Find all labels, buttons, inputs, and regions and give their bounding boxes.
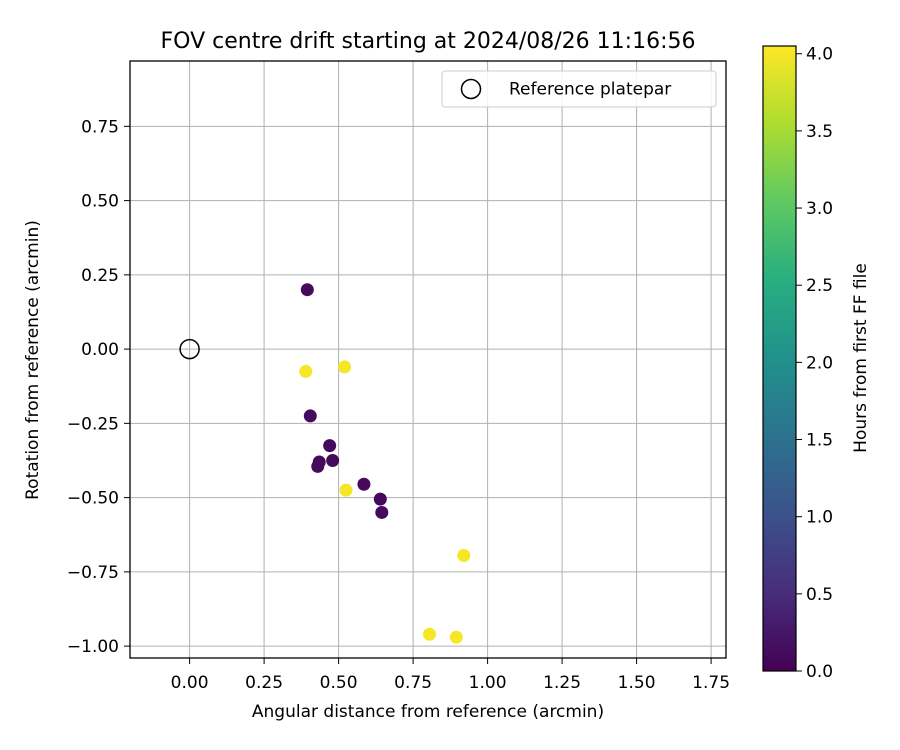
x-axis-label: Angular distance from reference (arcmin) — [252, 702, 604, 722]
legend-box — [441, 70, 717, 108]
x-axis-ticks: 0.00 0.25 0.50 0.75 1.00 1.25 1.50 1.75 — [171, 658, 730, 693]
legend: Reference platepar — [441, 70, 717, 108]
colorbar-gradient — [762, 45, 797, 672]
y-tick-label: −1.00 — [67, 637, 119, 657]
x-tick-label: 1.75 — [692, 673, 730, 693]
legend-label-reference: Reference platepar — [509, 80, 671, 100]
colorbar-tick-label: 2.5 — [806, 276, 833, 296]
data-point — [357, 477, 371, 491]
x-tick-label: 1.50 — [618, 673, 656, 693]
colorbar-tick-label: 2.0 — [806, 353, 833, 373]
colorbar-tick-label: 1.5 — [806, 431, 833, 451]
plot-frame — [129, 60, 727, 659]
data-point — [375, 505, 389, 519]
reference-point-group — [179, 338, 200, 360]
colorbar-ticks: 0.0 0.5 1.0 1.5 2.0 2.5 3.0 3.5 4.0 — [796, 45, 833, 682]
y-tick-label: 0.25 — [81, 266, 119, 286]
y-tick-label: −0.25 — [67, 414, 119, 434]
data-point — [339, 483, 353, 497]
y-tick-label: 0.00 — [81, 340, 119, 360]
colorbar-label: Hours from first FF file — [851, 263, 871, 453]
data-point — [300, 283, 314, 297]
y-axis-label: Rotation from reference (arcmin) — [23, 220, 43, 500]
x-tick-label: 0.75 — [394, 673, 432, 693]
data-point — [299, 364, 313, 378]
data-point — [338, 360, 352, 374]
data-point — [449, 630, 463, 644]
colorbar-tick-label: 4.0 — [806, 45, 833, 65]
y-tick-label: −0.50 — [67, 489, 119, 509]
colorbar-tick-label: 1.0 — [806, 508, 833, 528]
data-point — [323, 439, 337, 453]
legend-marker-reference — [460, 78, 482, 100]
chart-title: FOV centre drift starting at 2024/08/26 … — [161, 29, 696, 54]
data-point — [373, 492, 387, 506]
y-axis-ticks: 0.75 0.50 0.25 0.00 −0.25 −0.50 −0.75 −1.00 — [67, 117, 130, 657]
x-tick-label: 1.25 — [543, 673, 581, 693]
colorbar-tick-label: 0.0 — [806, 662, 833, 682]
colorbar: 0.0 0.5 1.0 1.5 2.0 2.5 3.0 3.5 4.0 Hours from f… — [762, 45, 871, 682]
x-tick-label: 0.00 — [171, 673, 209, 693]
data-point — [326, 453, 340, 467]
colorbar-tick-label: 3.5 — [806, 122, 833, 142]
reference-point — [179, 338, 200, 360]
data-point — [303, 409, 317, 423]
data-point — [311, 459, 325, 473]
x-tick-label: 1.00 — [469, 673, 507, 693]
colorbar-tick-label: 0.5 — [806, 585, 833, 605]
grid — [130, 61, 726, 658]
colorbar-tick-label: 3.0 — [806, 199, 833, 219]
data-point — [457, 549, 471, 563]
x-tick-label: 0.25 — [245, 673, 283, 693]
y-tick-label: 0.75 — [81, 117, 119, 137]
data-point — [422, 627, 436, 641]
data-points — [299, 283, 471, 644]
x-tick-label: 0.50 — [320, 673, 358, 693]
y-tick-label: 0.50 — [81, 192, 119, 212]
y-tick-label: −0.75 — [67, 563, 119, 583]
